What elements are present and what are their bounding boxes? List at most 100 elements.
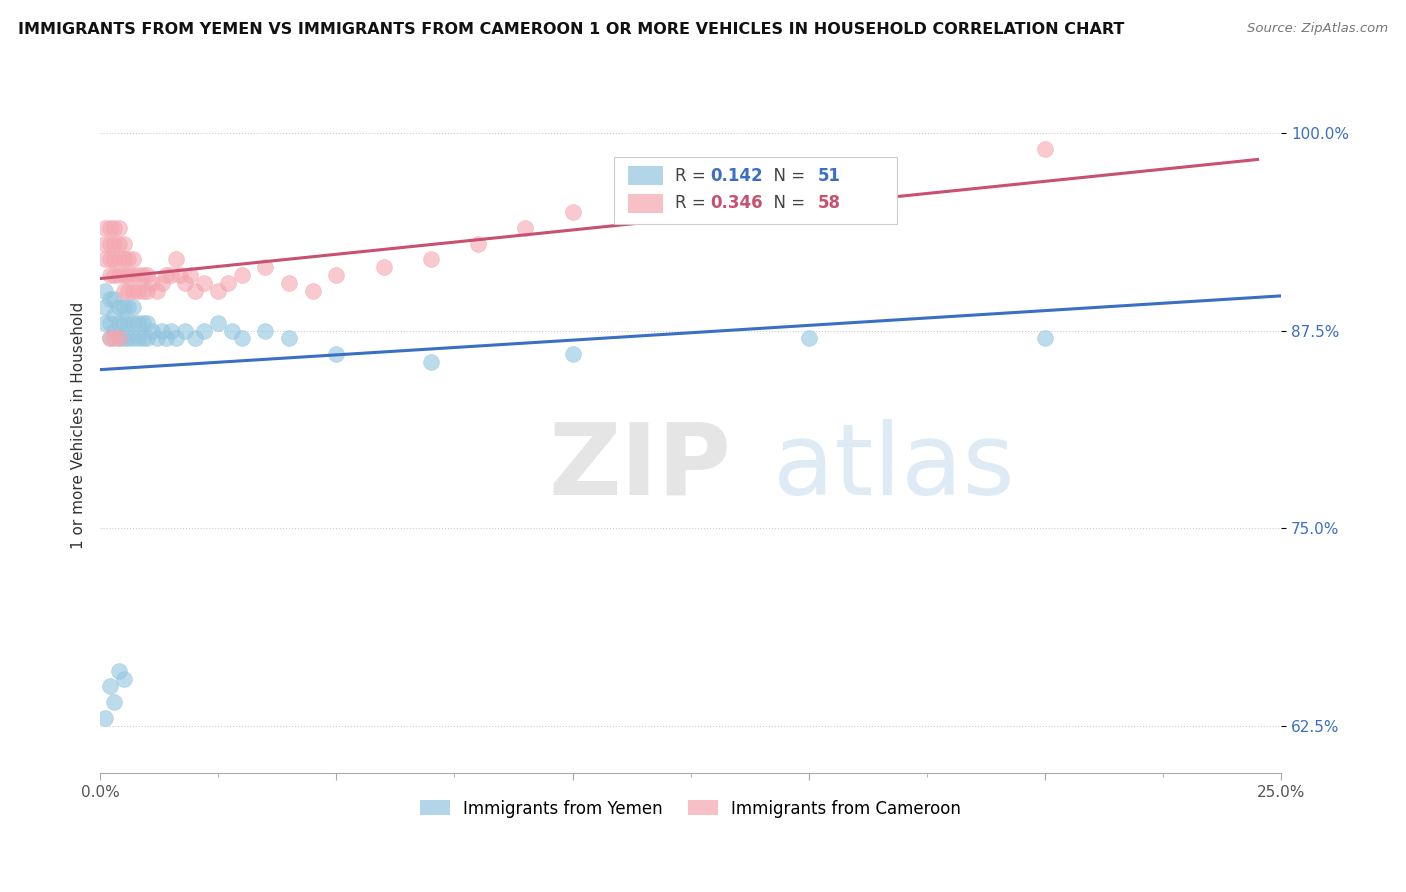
Point <box>127 284 149 298</box>
Text: N =: N = <box>762 194 810 212</box>
Point <box>94 711 117 725</box>
Point <box>103 268 125 282</box>
Point <box>467 236 489 251</box>
Point <box>122 316 145 330</box>
Point <box>117 268 139 282</box>
Point <box>117 284 139 298</box>
Point <box>94 236 117 251</box>
Text: R =: R = <box>675 194 711 212</box>
Point <box>108 316 131 330</box>
Point <box>108 252 131 267</box>
Point <box>122 252 145 267</box>
Point <box>193 324 215 338</box>
Point <box>174 324 197 338</box>
Point <box>301 284 323 298</box>
Point <box>160 268 183 282</box>
Point <box>278 331 301 345</box>
Point <box>103 252 125 267</box>
Point <box>515 220 537 235</box>
Point <box>108 268 131 282</box>
Point <box>94 300 117 314</box>
Point <box>94 284 117 298</box>
Point <box>325 268 347 282</box>
Point <box>207 284 229 298</box>
Point <box>112 236 135 251</box>
Point <box>254 324 277 338</box>
Point <box>141 324 163 338</box>
Point <box>98 268 121 282</box>
Text: 58: 58 <box>818 194 841 212</box>
Point <box>136 316 159 330</box>
Point <box>183 284 205 298</box>
FancyBboxPatch shape <box>614 158 897 224</box>
Point <box>254 260 277 275</box>
Point <box>217 276 239 290</box>
Point <box>108 300 131 314</box>
Point <box>117 331 139 345</box>
Point <box>131 284 153 298</box>
Point <box>103 236 125 251</box>
Point <box>103 324 125 338</box>
Point <box>112 316 135 330</box>
Point <box>193 276 215 290</box>
Point <box>797 331 820 345</box>
Point <box>155 331 177 345</box>
Point <box>165 252 187 267</box>
Point <box>146 331 169 345</box>
Y-axis label: 1 or more Vehicles in Household: 1 or more Vehicles in Household <box>72 301 86 549</box>
Point <box>108 664 131 678</box>
Text: 51: 51 <box>818 167 841 185</box>
Point <box>141 276 163 290</box>
Point <box>112 252 135 267</box>
Point <box>103 220 125 235</box>
Text: Source: ZipAtlas.com: Source: ZipAtlas.com <box>1247 22 1388 36</box>
Point <box>150 276 173 290</box>
Point <box>165 331 187 345</box>
Point <box>131 268 153 282</box>
Point <box>108 331 131 345</box>
Point <box>98 252 121 267</box>
Text: 0.346: 0.346 <box>710 194 763 212</box>
Point <box>221 324 243 338</box>
Text: R =: R = <box>675 167 711 185</box>
Point <box>136 268 159 282</box>
FancyBboxPatch shape <box>628 194 664 213</box>
Point <box>112 268 135 282</box>
Point <box>131 316 153 330</box>
Point <box>155 268 177 282</box>
Point <box>98 220 121 235</box>
Point <box>561 205 583 219</box>
Point <box>103 331 125 345</box>
Point <box>325 347 347 361</box>
Point <box>98 680 121 694</box>
Point <box>103 308 125 322</box>
Point <box>373 260 395 275</box>
Point <box>131 331 153 345</box>
Point <box>122 268 145 282</box>
Point <box>122 331 145 345</box>
Point <box>561 347 583 361</box>
Point <box>231 331 253 345</box>
Point <box>127 316 149 330</box>
Point <box>1033 331 1056 345</box>
Point <box>98 316 121 330</box>
Point <box>103 292 125 306</box>
Point <box>278 276 301 290</box>
Text: atlas: atlas <box>773 418 1015 516</box>
Point <box>419 355 441 369</box>
Point <box>98 292 121 306</box>
Point <box>127 331 149 345</box>
Point <box>98 236 121 251</box>
Point <box>122 284 145 298</box>
Point <box>94 316 117 330</box>
Point <box>94 252 117 267</box>
Legend: Immigrants from Yemen, Immigrants from Cameroon: Immigrants from Yemen, Immigrants from C… <box>413 793 967 824</box>
Point <box>136 284 159 298</box>
Point <box>117 300 139 314</box>
Text: N =: N = <box>762 167 810 185</box>
Point <box>179 268 201 282</box>
Point <box>98 331 121 345</box>
Point <box>146 284 169 298</box>
Point <box>183 331 205 345</box>
Point <box>160 324 183 338</box>
